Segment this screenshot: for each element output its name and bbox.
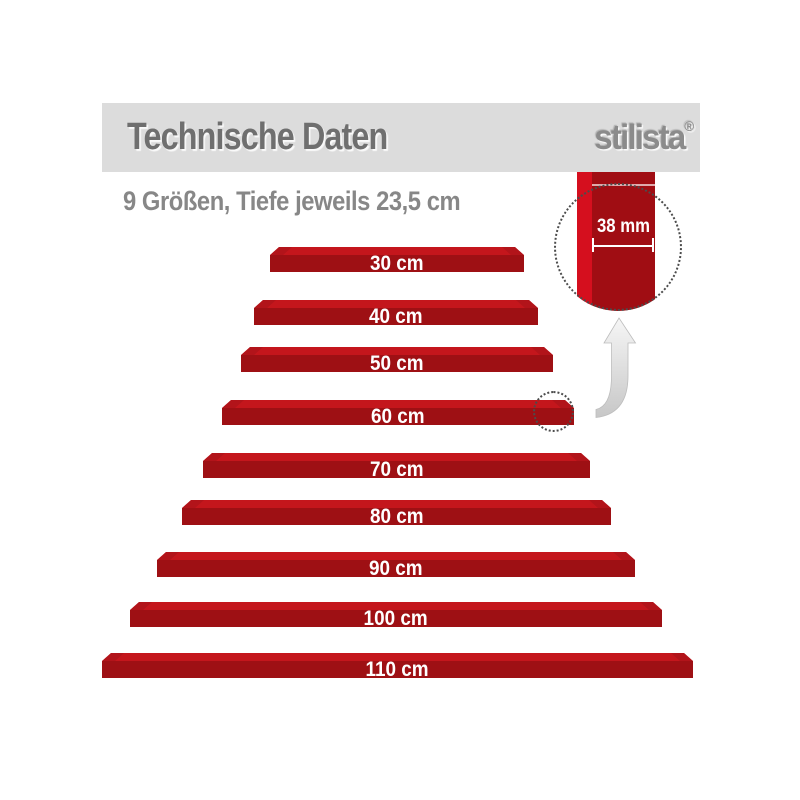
shelf-size-label: 90 cm bbox=[369, 557, 423, 580]
shelf-size-label: 110 cm bbox=[365, 658, 430, 681]
brand-logo-text: stilista bbox=[594, 117, 686, 157]
shelf-front-face: 80 cm bbox=[182, 505, 611, 528]
shelf-top-face bbox=[241, 347, 553, 355]
shelf-front-face: 30 cm bbox=[270, 252, 524, 275]
shelf-90-cm: 90 cm bbox=[157, 552, 635, 580]
zoom-arrow-icon bbox=[595, 317, 637, 418]
shelf-60-cm: 60 cm bbox=[222, 400, 574, 428]
shelf-30-cm: 30 cm bbox=[270, 247, 524, 275]
shelf-size-label: 80 cm bbox=[369, 505, 424, 528]
shelf-top-face bbox=[222, 400, 574, 408]
shelf-top-face bbox=[157, 552, 635, 560]
shelf-top-face bbox=[130, 602, 662, 610]
shelf-40-cm: 40 cm bbox=[254, 300, 538, 328]
highlight-circle-60cm bbox=[533, 391, 574, 432]
page-title: Technische Daten bbox=[127, 116, 388, 158]
shelf-100-cm: 100 cm bbox=[130, 602, 662, 630]
shelf-top-face bbox=[270, 247, 524, 255]
shelf-front-face: 90 cm bbox=[157, 557, 635, 580]
registered-trademark-icon: ® bbox=[684, 117, 694, 134]
shelf-front-face: 50 cm bbox=[241, 352, 553, 375]
shelf-size-label: 100 cm bbox=[363, 607, 429, 630]
shelf-size-label: 70 cm bbox=[369, 458, 424, 481]
shelf-front-face: 60 cm bbox=[222, 405, 574, 428]
shelf-front-face: 100 cm bbox=[130, 607, 662, 630]
shelf-70-cm: 70 cm bbox=[203, 453, 590, 481]
shelf-front-face: 40 cm bbox=[254, 305, 538, 328]
shelf-top-face bbox=[254, 300, 538, 308]
shelf-size-label: 60 cm bbox=[371, 405, 425, 428]
header-banner: Technische Daten stilista® bbox=[102, 103, 700, 172]
shelf-top-face bbox=[182, 500, 611, 508]
shelf-top-face bbox=[102, 653, 693, 661]
brand-logo: stilista® bbox=[594, 118, 694, 158]
shelf-50-cm: 50 cm bbox=[241, 347, 553, 375]
detail-circle-outline bbox=[554, 183, 682, 311]
shelf-size-label: 50 cm bbox=[370, 352, 424, 375]
shelf-110-cm: 110 cm bbox=[102, 653, 693, 681]
shelf-top-face bbox=[203, 453, 590, 461]
shelf-80-cm: 80 cm bbox=[182, 500, 611, 528]
shelf-size-label: 30 cm bbox=[370, 252, 424, 275]
shelf-size-label: 40 cm bbox=[369, 305, 423, 328]
shelf-front-face: 110 cm bbox=[102, 658, 693, 681]
shelf-front-face: 70 cm bbox=[203, 458, 590, 481]
subtitle: 9 Größen, Tiefe jeweils 23,5 cm bbox=[123, 186, 461, 216]
